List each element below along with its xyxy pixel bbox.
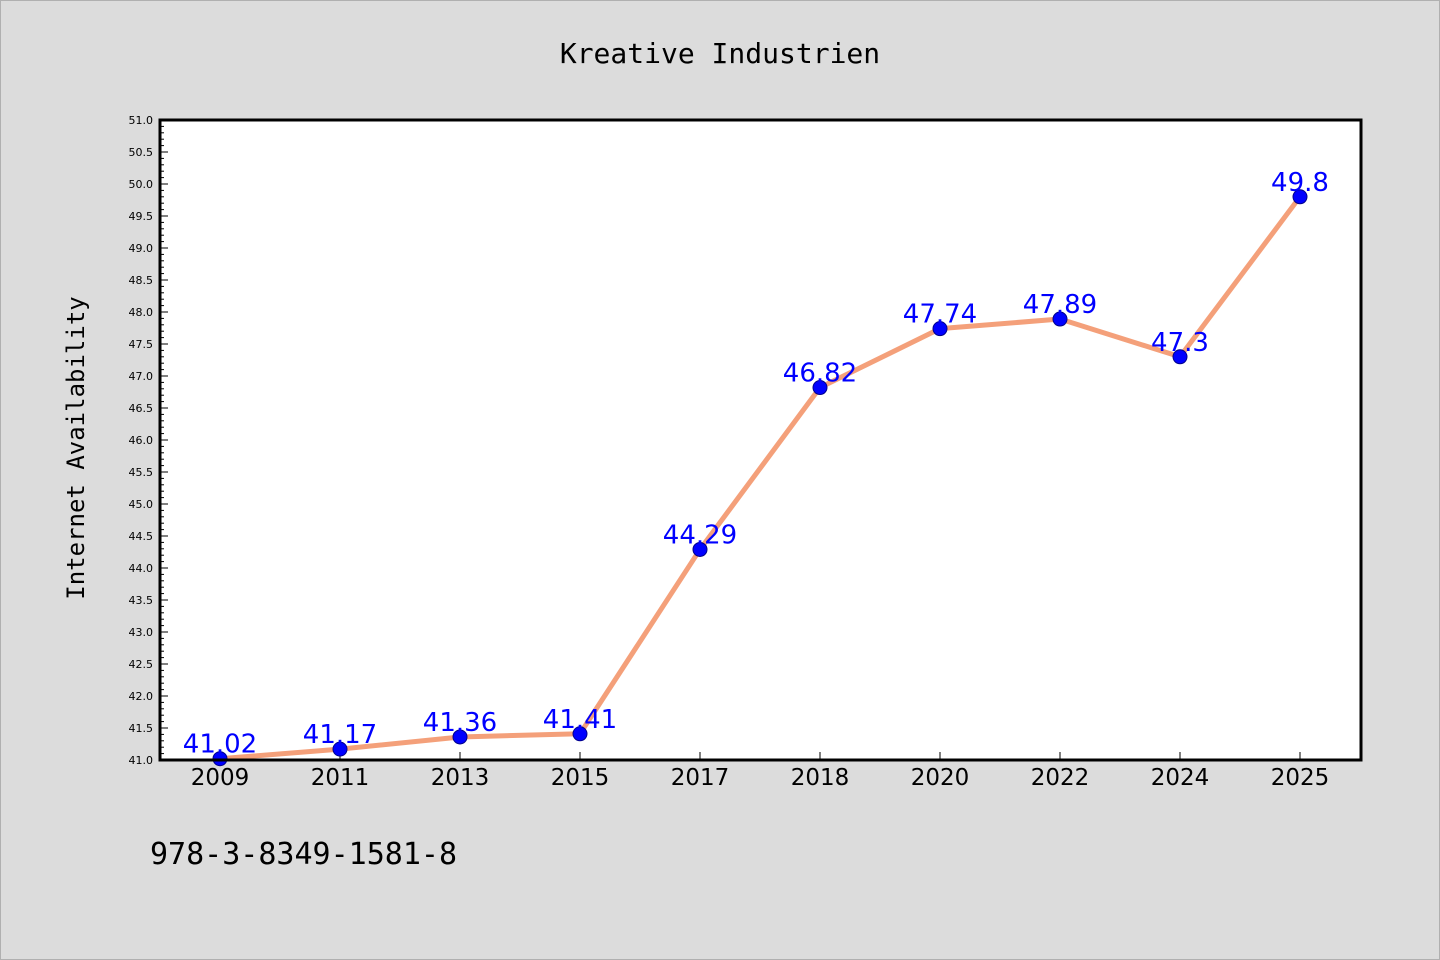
x-tick-label: 2025 [1271,765,1330,791]
data-point [932,321,948,337]
y-tick-label: 44.5 [129,530,154,543]
y-tick-label: 45.0 [129,498,154,511]
data-label: 46.82 [783,359,857,389]
x-tick-label: 2011 [311,765,370,791]
y-tick-label: 48.0 [129,306,154,319]
data-label: 47.74 [903,300,977,330]
plot-border [158,118,1363,762]
data-label: 47.89 [1023,290,1097,320]
y-tick-label: 42.5 [129,658,154,671]
y-tick-label: 49.5 [129,210,154,223]
y-tick-label: 47.0 [129,370,154,383]
y-tick-label: 50.5 [129,146,154,159]
data-label: 41.41 [543,705,617,735]
y-tick-label: 43.0 [129,626,154,639]
x-tick-label: 2013 [431,765,490,791]
y-tick-label: 42.0 [129,690,154,703]
y-tick-label: 47.5 [129,338,154,351]
x-tick-label: 2024 [1151,765,1210,791]
y-tick-label: 43.5 [129,594,154,607]
data-label: 47.3 [1151,328,1209,358]
footer-isbn: 978-3-8349-1581-8 [150,837,457,872]
y-tick-label: 46.5 [129,402,154,415]
x-tick-label: 2015 [551,765,610,791]
data-point [572,726,588,742]
data-point [332,741,348,757]
x-tick-label: 2017 [671,765,730,791]
data-labels: 41.02 41.17 41.36 41.41 44.29 46.82 47.74 47.89… [183,168,1329,760]
y-tick-label: 45.5 [129,466,154,479]
y-tick-label: 41.5 [129,722,154,735]
x-axis-ticks: 2009 2011 2013 2015 2017 2018 2020 2022 2024 2025 [191,752,1330,791]
data-label: 44.29 [663,520,737,550]
y-tick-label: 48.5 [129,274,154,287]
data-point [812,380,828,396]
y-tick-label: 41.0 [129,754,154,767]
data-point [692,541,708,557]
y-axis-label: Internet Availability [62,296,90,599]
data-label: 41.36 [423,708,497,738]
y-tick-label: 46.0 [129,434,154,447]
data-label: 41.17 [303,720,377,750]
y-tick-label: 51.0 [129,114,154,127]
y-tick-label: 50.0 [129,178,154,191]
data-point [1052,311,1068,327]
x-tick-label: 2020 [911,765,970,791]
x-tick-label: 2009 [191,765,250,791]
series-line [217,194,1303,762]
y-tick-label: 44.0 [129,562,154,575]
x-tick-label: 2018 [791,765,850,791]
data-label: 41.02 [183,730,257,760]
series-line-group [217,194,1303,762]
x-tick-label: 2022 [1031,765,1090,791]
chart-title: Kreative Industrien [560,37,880,70]
data-point [1172,349,1188,365]
data-point [1292,189,1308,205]
data-label: 49.8 [1271,168,1329,198]
plot-area [160,120,1361,760]
data-markers [212,189,1308,767]
y-tick-label: 49.0 [129,242,154,255]
data-point [452,729,468,745]
